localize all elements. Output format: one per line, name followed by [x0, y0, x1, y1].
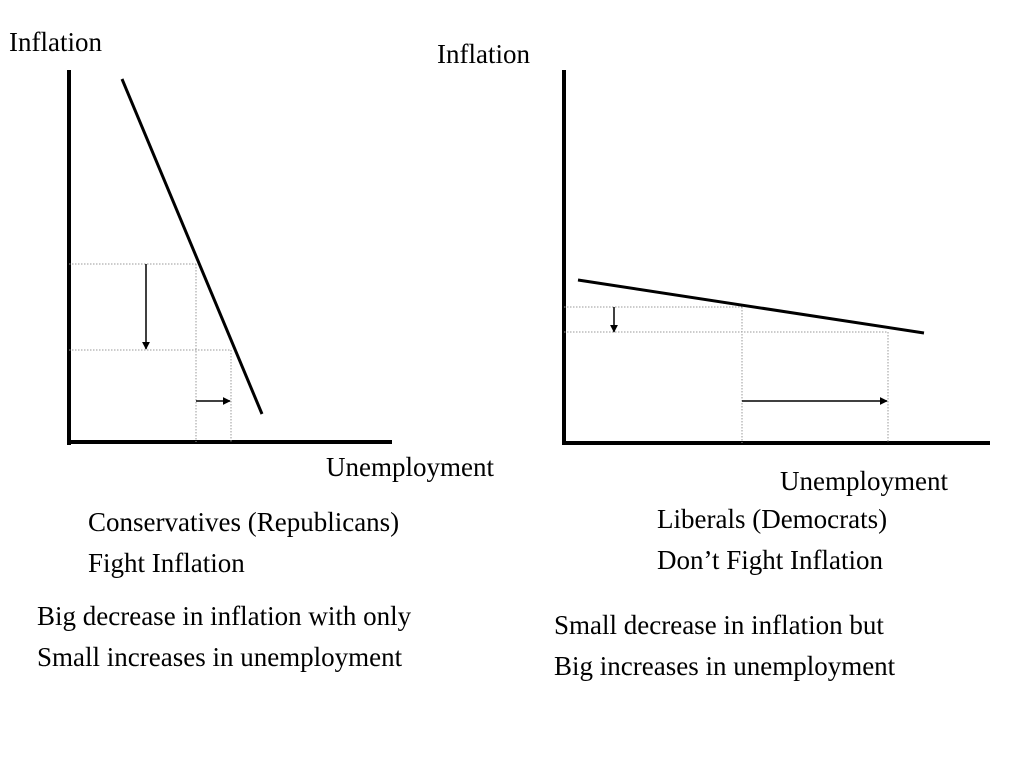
- left-heading-line-2: Fight Inflation: [88, 548, 245, 578]
- left-y-axis-label: Inflation: [9, 27, 102, 57]
- right-note: Small decrease in inflation but Big incr…: [554, 605, 895, 687]
- right-note-line-2: Big increases in unemployment: [554, 651, 896, 681]
- left-note: Big decrease in inflation with only Smal…: [37, 596, 411, 678]
- left-panel-graph: [67, 70, 392, 445]
- right-heading-line-1: Liberals (Democrats): [657, 504, 888, 534]
- left-heading-line-1: Conservatives (Republicans): [88, 507, 400, 537]
- right-flat-phillips-curve: [577, 278, 925, 335]
- left-heading: Conservatives (Republicans) Fight Inflat…: [88, 502, 399, 584]
- left-note-line-2: Small increases in unemployment: [37, 642, 403, 672]
- left-x-axis-label: Unemployment: [326, 452, 494, 482]
- right-y-axis-label: Inflation: [437, 39, 530, 69]
- right-heading-line-2: Don’t Fight Inflation: [657, 545, 883, 575]
- right-note-line-1: Small decrease in inflation but: [554, 610, 884, 640]
- left-note-line-1: Big decrease in inflation with only: [37, 601, 412, 631]
- left-steep-phillips-curve: [120, 78, 264, 415]
- right-heading: Liberals (Democrats) Don’t Fight Inflati…: [657, 499, 887, 581]
- right-x-axis-label: Unemployment: [780, 466, 948, 496]
- right-panel-graph: [562, 70, 990, 445]
